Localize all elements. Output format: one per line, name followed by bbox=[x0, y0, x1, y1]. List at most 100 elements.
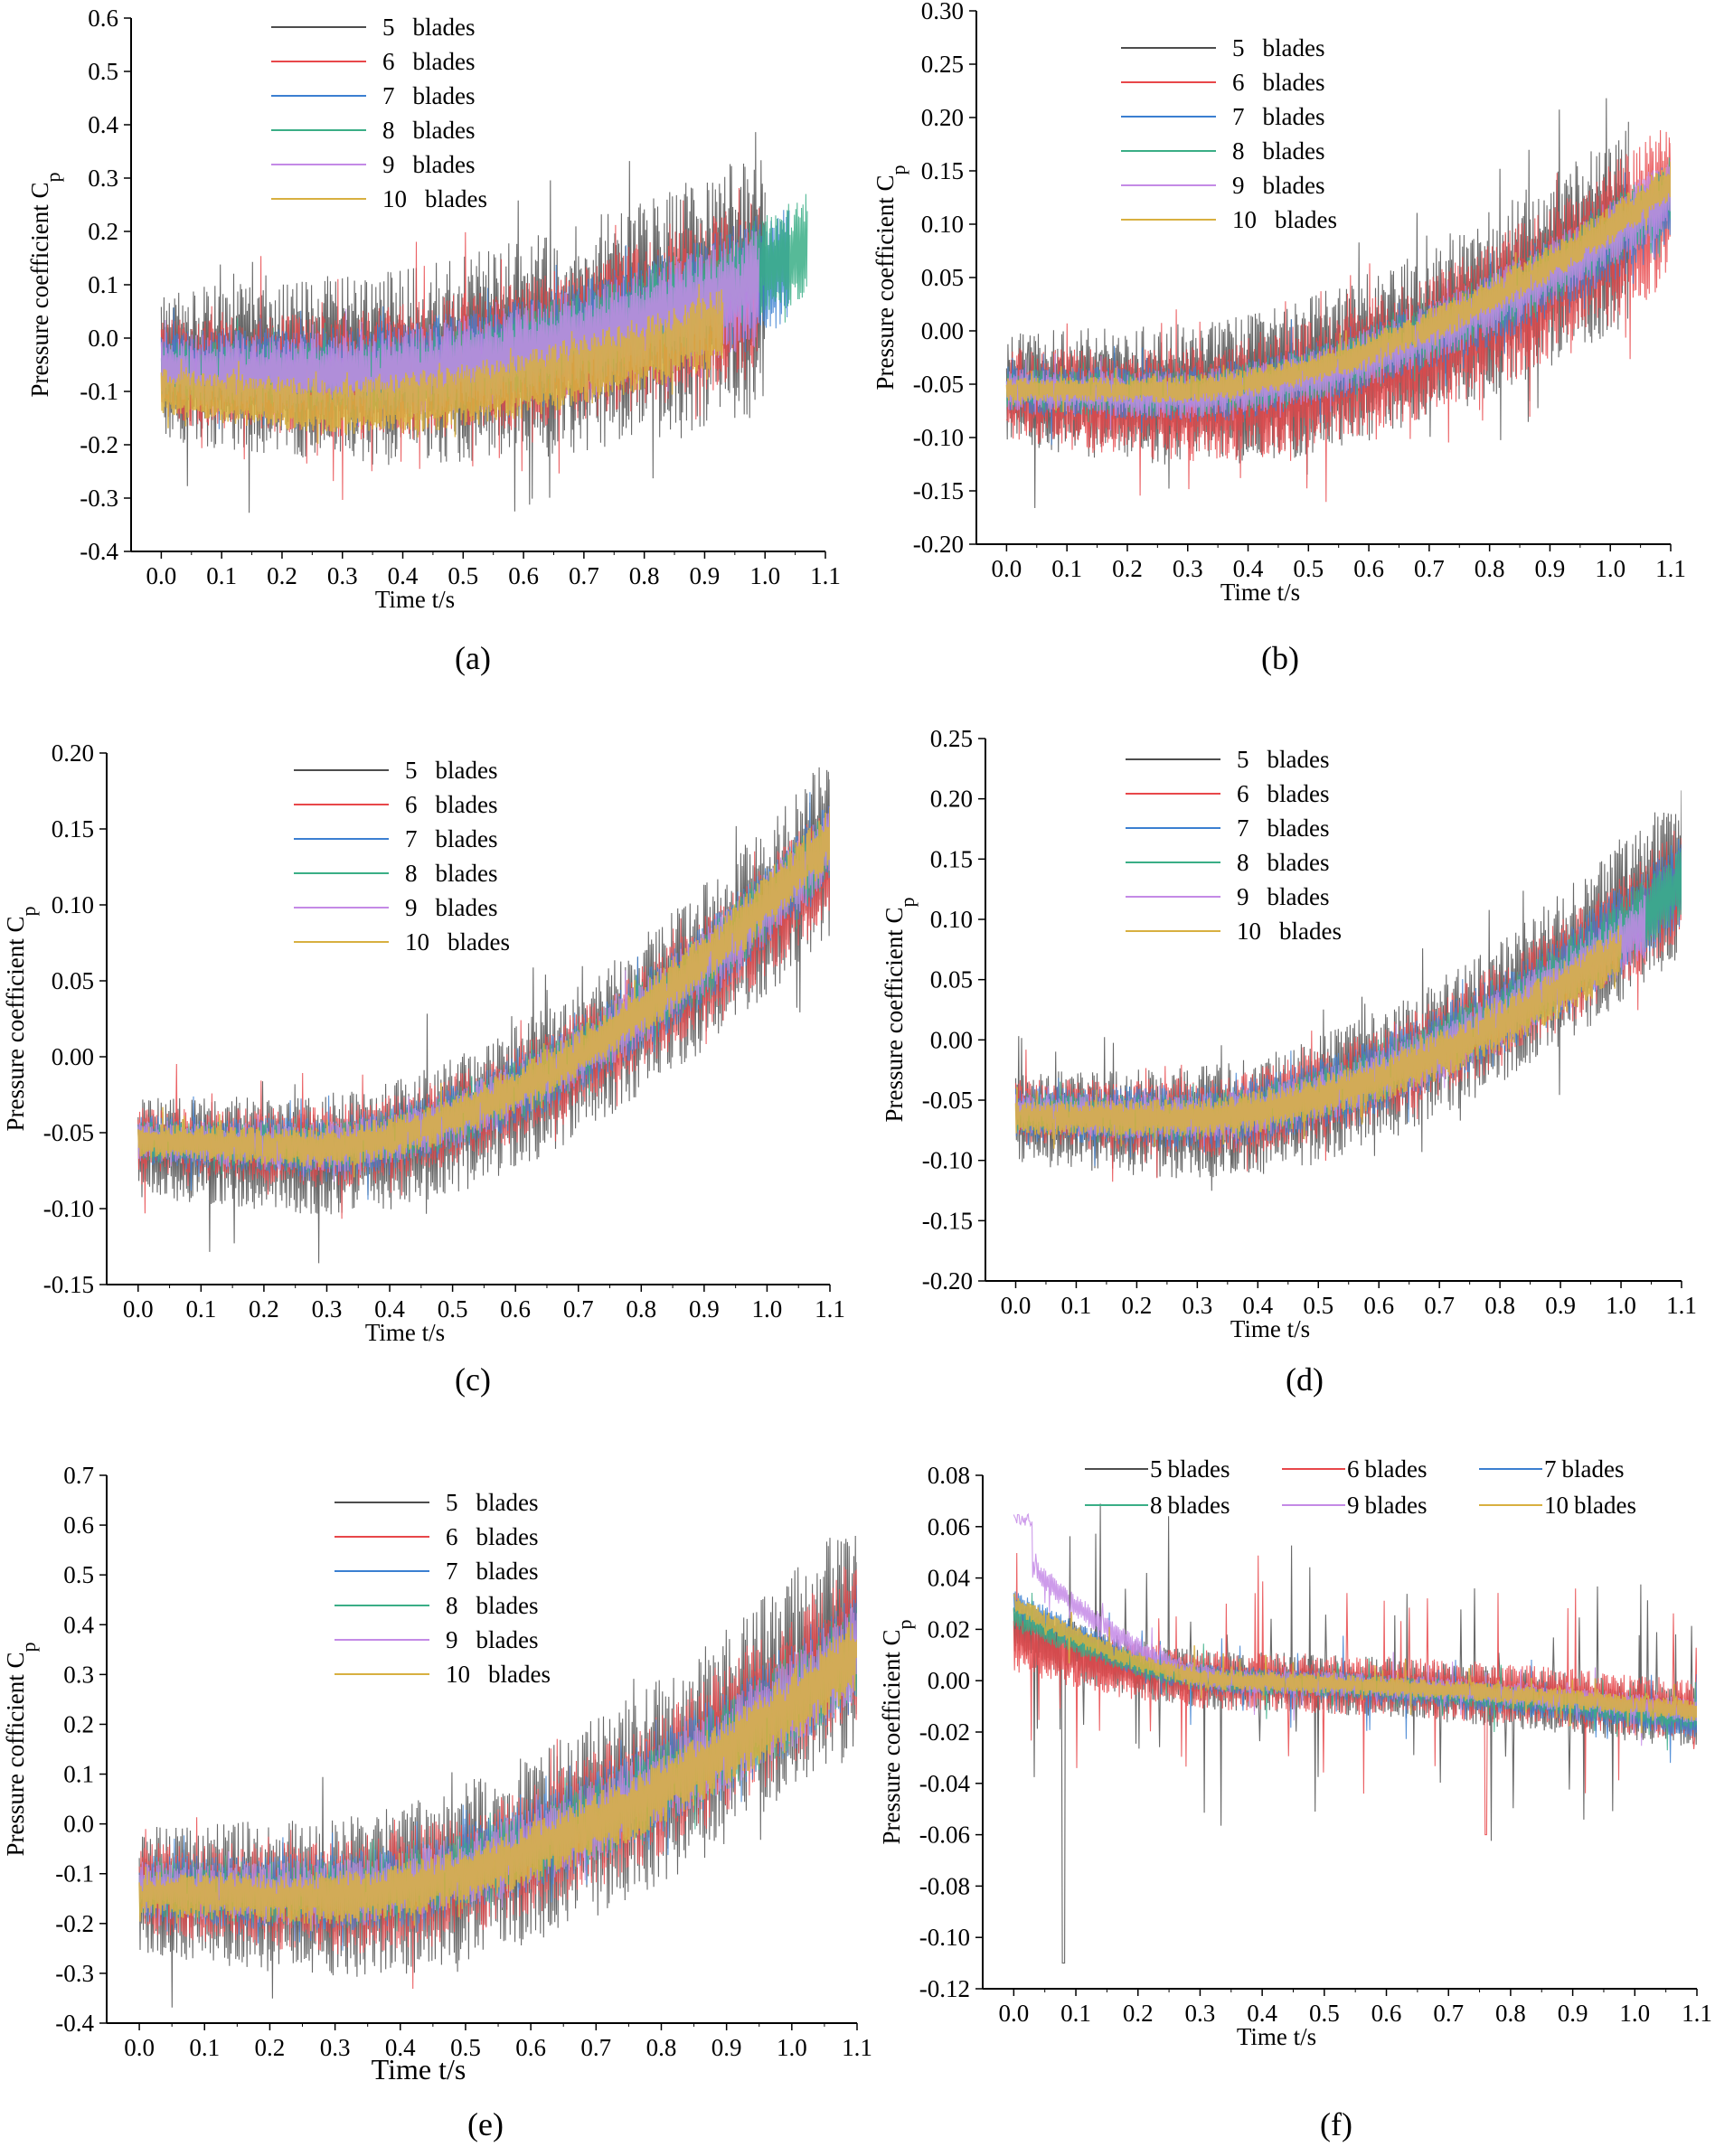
legend-number: 8 bbox=[1237, 849, 1249, 876]
y-tick-label: 0.5 bbox=[88, 58, 118, 85]
legend-number: 5 bbox=[446, 1489, 458, 1516]
legend-label-5: 5 blades bbox=[1150, 1455, 1230, 1483]
legend-word: blades bbox=[1574, 1492, 1636, 1519]
legend-number: 8 bbox=[1232, 137, 1245, 165]
x-tick-label: 0.4 bbox=[374, 1295, 405, 1323]
series-line-10-blades bbox=[138, 1622, 857, 1932]
x-tick-label: 1.0 bbox=[749, 562, 780, 589]
legend-word: blades bbox=[1267, 780, 1330, 807]
x-axis-label: Time t/s bbox=[1237, 2023, 1316, 2050]
legend-number: 9 bbox=[446, 1626, 458, 1653]
x-tick-label: 0.7 bbox=[580, 2034, 611, 2061]
y-tick-label: 0.05 bbox=[52, 967, 94, 994]
series-line-8-blades bbox=[1014, 849, 1682, 1143]
x-tick-label: 0.5 bbox=[448, 562, 478, 589]
y-tick-label: 0.20 bbox=[921, 104, 964, 131]
legend-label-6: 6 blades bbox=[1232, 69, 1324, 96]
panel-caption: (f) bbox=[1320, 2106, 1352, 2142]
panel-caption: (d) bbox=[1286, 1361, 1324, 1398]
x-tick-label: 0.2 bbox=[267, 562, 297, 589]
legend-label-10: 10 blades bbox=[405, 928, 510, 956]
x-tick-label: 1.0 bbox=[1619, 2000, 1650, 2027]
y-axis-label-subscript: p bbox=[887, 165, 909, 175]
y-tick-label: 0.2 bbox=[88, 218, 118, 245]
y-tick-label: 0.30 bbox=[921, 0, 964, 24]
y-tick-label: -0.20 bbox=[922, 1267, 973, 1295]
y-axis-label-subscript: p bbox=[896, 898, 919, 908]
legend-number: 10 bbox=[382, 185, 407, 212]
legend-number: 9 bbox=[382, 151, 395, 178]
y-tick-label: -0.08 bbox=[919, 1872, 970, 1899]
x-tick-label: 1.1 bbox=[1682, 2000, 1712, 2027]
legend-word: blades bbox=[1263, 172, 1325, 199]
x-tick-label: 0.7 bbox=[563, 1295, 594, 1323]
y-tick-label: -0.10 bbox=[43, 1195, 94, 1222]
legend-number: 8 bbox=[405, 860, 418, 887]
y-tick-label: 0.08 bbox=[928, 1462, 970, 1489]
legend-label-9: 9 blades bbox=[1232, 172, 1324, 199]
legend-number: 8 bbox=[446, 1592, 458, 1619]
legend-number: 7 bbox=[405, 825, 418, 852]
y-tick-label: -0.04 bbox=[919, 1770, 971, 1797]
legend-number: 5 bbox=[1232, 34, 1245, 61]
y-tick-label: -0.10 bbox=[922, 1147, 973, 1174]
x-tick-label: 0.8 bbox=[1475, 555, 1505, 582]
y-axis-label: Pressure coefficient Cp bbox=[872, 165, 909, 391]
x-axis-label: Time t/s bbox=[365, 1319, 445, 1346]
legend-label-7: 7 blades bbox=[446, 1558, 538, 1585]
legend-word: blades bbox=[1365, 1455, 1428, 1483]
x-tick-label: 0.3 bbox=[1182, 1292, 1212, 1319]
y-tick-label: -0.15 bbox=[913, 477, 964, 504]
y-tick-label: 0.4 bbox=[63, 1611, 94, 1638]
x-tick-label: 0.9 bbox=[690, 562, 721, 589]
series-group bbox=[1014, 790, 1682, 1191]
legend-word: blades bbox=[1168, 1455, 1230, 1483]
y-tick-label: 0.0 bbox=[88, 325, 118, 352]
y-tick-label: 0.20 bbox=[52, 739, 94, 767]
panel-caption: (c) bbox=[455, 1361, 491, 1398]
x-tick-label: 0.6 bbox=[500, 1295, 531, 1323]
legend-word: blades bbox=[1263, 69, 1325, 96]
series-line-5-blades bbox=[1013, 1503, 1697, 1964]
x-tick-label: 0.0 bbox=[992, 555, 1022, 582]
panel-b: 0.0 0.1 0.2 0.3 0.4 0.5 0.6 0.7 0.8 0.9 1.0 1.1 -0.2… bbox=[872, 0, 1686, 676]
x-tick-label: 0.1 bbox=[1060, 2000, 1091, 2027]
y-tick-label: -0.1 bbox=[55, 1860, 94, 1888]
y-tick-label: 0.06 bbox=[928, 1513, 970, 1540]
legend-number: 9 bbox=[405, 894, 418, 921]
legend-number: 6 bbox=[405, 791, 418, 818]
panel-d: 0.0 0.1 0.2 0.3 0.4 0.5 0.6 0.7 0.8 0.9 1.0 1.1 -0.2… bbox=[881, 725, 1697, 1398]
y-tick-label: -0.05 bbox=[922, 1087, 973, 1114]
y-tick-label: -0.05 bbox=[43, 1119, 94, 1146]
x-tick-label: 0.1 bbox=[1061, 1292, 1092, 1319]
y-tick-label: -0.10 bbox=[913, 424, 964, 451]
y-tick-label: -0.05 bbox=[913, 371, 964, 398]
legend-word: blades bbox=[1263, 137, 1325, 165]
legend-word: blades bbox=[436, 825, 498, 852]
x-tick-label: 0.5 bbox=[1309, 2000, 1340, 2027]
panel-e: 0.0 0.1 0.2 0.3 0.4 0.5 0.6 0.7 0.8 0.9 1.0 1.1 -0.4… bbox=[2, 1462, 872, 2142]
legend-number: 9 bbox=[1232, 172, 1245, 199]
y-axis-label: Pressure coefficient Cp bbox=[881, 898, 919, 1123]
x-tick-label: 0.0 bbox=[1001, 1292, 1032, 1319]
legend-word: blades bbox=[425, 185, 487, 212]
x-tick-label: 0.9 bbox=[1535, 555, 1566, 582]
series-line-6-blades bbox=[1013, 1552, 1697, 1836]
y-axis-label-subscript: p bbox=[893, 1620, 916, 1630]
series-line-7-blades bbox=[160, 210, 790, 429]
x-tick-label: 0.9 bbox=[689, 1295, 720, 1323]
panel-a: 0.0 0.1 0.2 0.3 0.4 0.5 0.6 0.7 0.8 0.9 1.0 1.1 -0.4… bbox=[26, 5, 841, 676]
y-tick-label: 0.04 bbox=[928, 1565, 971, 1592]
x-tick-label: 0.4 bbox=[1242, 1292, 1273, 1319]
legend-word: blades bbox=[436, 757, 498, 784]
x-tick-label: 1.1 bbox=[1655, 555, 1686, 582]
series-line-9-blades bbox=[1014, 894, 1646, 1149]
series-group bbox=[1013, 1503, 1697, 1964]
legend-label-5: 5 blades bbox=[382, 14, 475, 41]
series-line-10-blades bbox=[137, 807, 830, 1178]
y-tick-label: -0.02 bbox=[919, 1718, 970, 1746]
